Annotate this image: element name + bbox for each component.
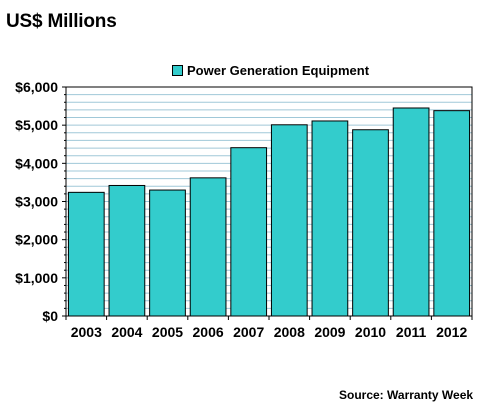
y-tick-label: $0: [42, 308, 58, 324]
x-tick-label: 2009: [314, 324, 345, 340]
bar-2004: [108, 184, 146, 317]
y-tick-label: $3,000: [15, 194, 58, 210]
bar-2012: [433, 110, 471, 317]
x-tick-label: 2008: [274, 324, 305, 340]
y-tick-label: $4,000: [15, 155, 58, 171]
bar-2006: [189, 177, 227, 317]
bar-2008: [270, 124, 308, 317]
x-tick-label: 2012: [436, 324, 467, 340]
x-tick-label: 2006: [193, 324, 224, 340]
bar-2009: [311, 120, 349, 317]
y-tick-label: $6,000: [15, 79, 58, 95]
x-tick-label: 2004: [111, 324, 142, 340]
bar-2011: [392, 107, 430, 317]
x-tick-label: 2010: [355, 324, 386, 340]
x-tick-label: 2005: [152, 324, 183, 340]
legend: Power Generation Equipment: [172, 62, 369, 78]
legend-label: Power Generation Equipment: [187, 62, 370, 78]
y-tick-label: $5,000: [15, 117, 58, 133]
x-tick-label: 2003: [71, 324, 102, 340]
x-tick-label: 2011: [396, 324, 427, 340]
chart-title: US$ Millions: [6, 11, 117, 32]
source-note: Source: Warranty Week: [339, 388, 474, 402]
bar-2007: [230, 147, 268, 317]
bar-2010: [352, 129, 389, 317]
y-tick-label: $1,000: [15, 270, 58, 286]
x-tick-label: 2007: [233, 324, 264, 340]
bar-2005: [149, 189, 186, 317]
y-tick-label: $2,000: [15, 232, 58, 248]
bar-2003: [67, 191, 105, 317]
legend-swatch: [172, 64, 183, 76]
